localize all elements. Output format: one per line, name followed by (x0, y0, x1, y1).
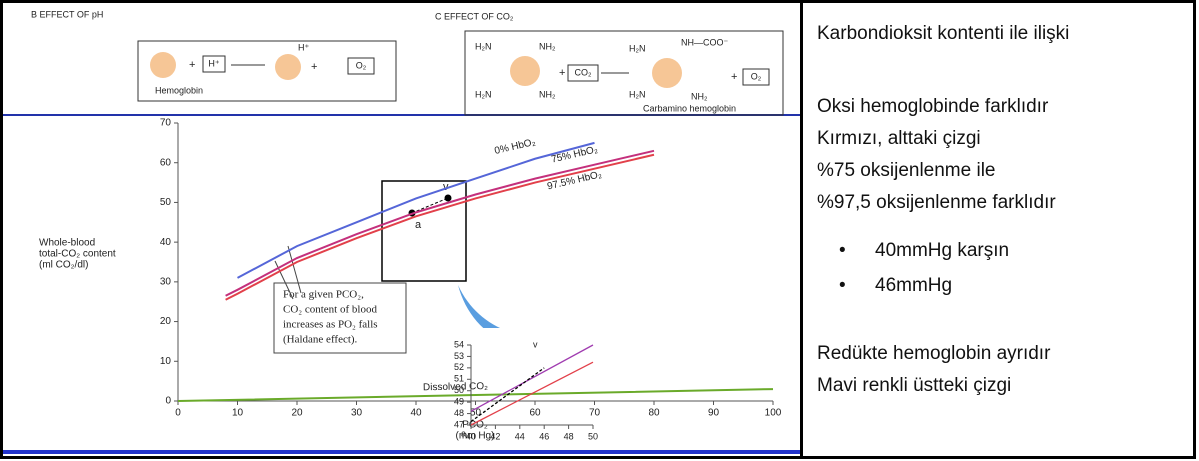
bullet: 40mmHg karşın (875, 240, 1009, 262)
x-tick-label: 48 (564, 431, 574, 441)
label: H⁺ (298, 42, 309, 52)
bullet: 46mmHg (875, 275, 952, 297)
panel-title: B EFFECT OF pH (31, 9, 103, 19)
x-tick-label: 90 (708, 408, 720, 419)
x-tick-label: 44 (515, 431, 525, 441)
label: NH₂ (691, 91, 708, 101)
x-tick-label: 60 (529, 408, 541, 419)
y-tick-label: 48 (454, 408, 464, 418)
y-tick-label: 0 (165, 396, 171, 407)
x-tick-label: 50 (588, 431, 598, 441)
text-line: Mavi renkli üstteki çizgi (817, 375, 1011, 397)
y-tick-label: 50 (160, 197, 172, 208)
bullet-dot: • (839, 275, 846, 297)
y-tick-label: 40 (160, 237, 172, 248)
figure: B EFFECT OF pH Hemoglobin + H⁺ H⁺ + O₂ C… (3, 3, 800, 456)
figure-panel: B EFFECT OF pH Hemoglobin + H⁺ H⁺ + O₂ C… (0, 0, 803, 459)
note: increases as PO₂ falls (283, 319, 378, 331)
x-tick-label: 30 (351, 408, 363, 419)
note: For a given PCO₂, (283, 289, 364, 301)
label: Hemoglobin (155, 85, 203, 95)
plus: + (311, 61, 317, 73)
x-tick-label: 40 (466, 431, 476, 441)
label: NH—COO⁻ (681, 37, 728, 47)
series-label: 0% HbO₂ (493, 137, 536, 157)
label: H₂N (629, 43, 646, 53)
text-line: %97,5 oksijenlenme farklıdır (817, 192, 1056, 214)
connector (412, 198, 448, 213)
text-line: %75 oksijenlenme ile (817, 160, 996, 182)
x-tick-label: 20 (291, 408, 303, 419)
y-tick-label: 30 (160, 276, 172, 287)
label: NH₂ (539, 89, 556, 99)
y-axis-label: Whole-blood (39, 238, 95, 249)
label: H₂N (475, 41, 492, 51)
label: CO₂ (575, 67, 593, 77)
y-tick-label: 51 (454, 374, 464, 384)
text-line: Oksi hemoglobinde farklıdır (817, 96, 1048, 118)
y-tick-label: 70 (160, 118, 172, 129)
hemoglobin-icon (150, 52, 176, 78)
x-tick-label: 10 (232, 408, 244, 419)
hemoglobin-icon (652, 58, 682, 88)
x-tick-label: 40 (410, 408, 422, 419)
page: B EFFECT OF pH Hemoglobin + H⁺ H⁺ + O₂ C… (0, 0, 1199, 459)
y-tick-label: 52 (454, 362, 464, 372)
charts: 0 10 20 30 40 50 60 70 0 10 20 30 40 50 60 70 80 90 100 Who… (39, 118, 782, 442)
x-tick-label: 42 (490, 431, 500, 441)
y-tick-label: 60 (160, 157, 172, 168)
note: (Haldane effect). (283, 334, 358, 346)
y-tick-label: 54 (454, 339, 464, 349)
note: CO₂ content of blood (283, 304, 377, 316)
y-tick-label: 50 (454, 385, 464, 395)
y-tick-label: 49 (454, 397, 464, 407)
label: Carbamino hemoglobin (643, 103, 736, 113)
heading: Karbondioksit kontenti ile ilişki (817, 23, 1069, 45)
hemoglobin-icon (275, 54, 301, 80)
text-line: Kırmızı, alttaki çizgi (817, 128, 981, 150)
x-tick-label: 80 (648, 408, 660, 419)
hemoglobin-icon (510, 56, 540, 86)
x-tick-label: 70 (589, 408, 601, 419)
x-tick-label: 0 (175, 408, 181, 419)
point-label: v (533, 339, 538, 349)
plus: + (559, 67, 565, 79)
label: H₂N (629, 89, 646, 99)
y-tick-label: 20 (160, 316, 172, 327)
y-tick-label: 53 (454, 351, 464, 361)
y-axis-label: (ml CO₂/dl) (39, 260, 88, 271)
y-tick-label: 47 (454, 419, 464, 429)
y-tick-label: 10 (160, 356, 172, 367)
bullet-dot: • (839, 240, 846, 262)
y-axis-label: total-CO₂ content (39, 249, 116, 260)
plus: + (731, 71, 737, 83)
panel-title: C EFFECT OF CO₂ (435, 11, 514, 21)
x-tick-label: 100 (765, 408, 782, 419)
label: O₂ (356, 60, 367, 70)
label: H⁺ (208, 58, 219, 68)
plus: + (189, 59, 195, 71)
label: O₂ (751, 71, 762, 81)
text-line: Redükte hemoglobin ayrıdır (817, 343, 1050, 365)
x-tick-label: 46 (539, 431, 549, 441)
text-panel: Karbondioksit kontenti ile ilişki Oksi h… (803, 0, 1196, 459)
point-label: a (415, 219, 422, 231)
label: NH₂ (539, 41, 556, 51)
label: H₂N (475, 89, 492, 99)
